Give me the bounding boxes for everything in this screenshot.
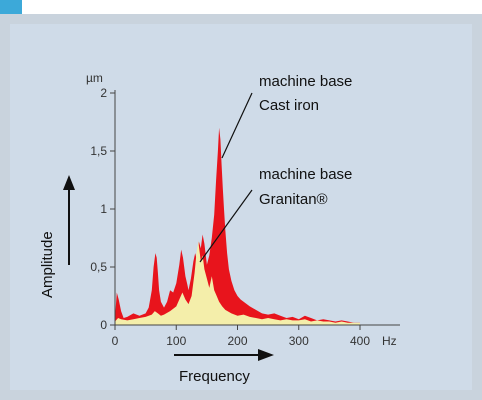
annotation-cast-iron-line2: Cast iron — [259, 97, 319, 114]
annotation-cast-iron-leader — [221, 92, 253, 159]
x-axis-arrow-head — [258, 349, 274, 361]
annotation-granitan-line2: Granitan® — [259, 191, 328, 208]
x-ticks: 0 100 200 300 400 — [112, 325, 370, 348]
accent-bar — [0, 0, 22, 14]
y-tick-label: 0 — [100, 318, 107, 332]
annotation-cast-iron-line1: machine base — [259, 73, 352, 90]
y-axis-label: Amplitude — [39, 231, 56, 298]
annotation-granitan-line1: machine base — [259, 166, 352, 183]
y-axis-arrow-head — [63, 175, 75, 190]
x-tick-label: 0 — [112, 334, 119, 348]
y-ticks: 0 0,5 1 1,5 2 — [90, 86, 115, 332]
y-tick-label: 1,5 — [90, 144, 107, 158]
annotation-granitan-leader — [199, 189, 253, 263]
x-tick-label: 400 — [350, 334, 370, 348]
x-axis-label: Frequency — [179, 368, 250, 385]
x-tick-label: 300 — [289, 334, 309, 348]
plot-panel — [10, 24, 472, 390]
y-tick-label: 1 — [100, 202, 107, 216]
x-unit: Hz — [382, 334, 397, 348]
x-tick-label: 100 — [166, 334, 186, 348]
y-tick-label: 2 — [100, 86, 107, 100]
y-tick-label: 0,5 — [90, 260, 107, 274]
x-tick-label: 200 — [227, 334, 247, 348]
y-unit: µm — [86, 71, 103, 85]
